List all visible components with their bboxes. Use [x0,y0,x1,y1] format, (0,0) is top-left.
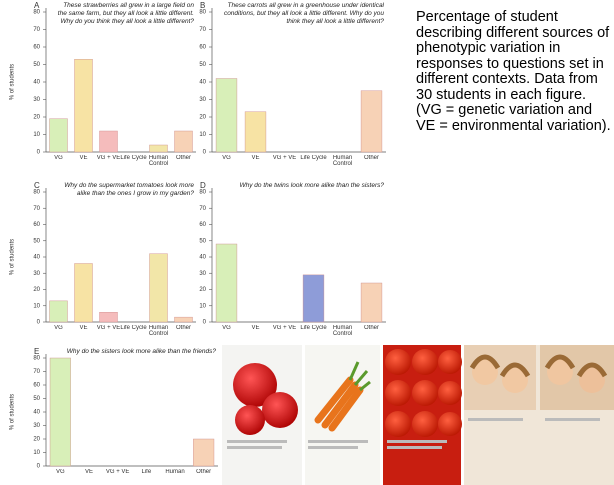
y-tick-label: 40 [33,410,40,416]
annotation: Why do the twins look more alike than th… [222,182,384,190]
x-tick-label: Other [169,155,198,161]
x-tick-label-box: Other [169,325,198,345]
figure: A% of students01020304050607080VGVEVG + … [0,0,614,485]
bar [50,119,68,152]
y-tick-label: 0 [37,150,41,156]
y-tick-label: 80 [33,356,40,362]
y-tick-label: 30 [33,97,40,103]
y-tick-label: 60 [33,45,40,51]
bar [361,283,382,322]
bar [193,439,214,466]
y-tick-label: 10 [33,132,40,138]
y-tick-label: 10 [199,132,206,138]
x-tick-label: Other [187,469,220,475]
x-tick-label: Other [355,325,388,331]
y-tick-label: 20 [199,115,206,121]
annotation-box: These strawberries all grew in a large f… [56,2,194,52]
bar [245,112,266,152]
y-tick-label: 80 [199,190,206,196]
y-tick-label: 80 [199,10,206,16]
annotation: Why do the sisters look more alike than … [56,348,216,356]
y-tick-label: 30 [199,271,206,277]
y-axis-label: % of students [10,394,16,430]
bar [175,131,193,152]
y-tick-label: 40 [33,80,40,86]
y-tick-label: 40 [199,255,206,261]
annotation: Why do the supermarket tomatoes look mor… [56,182,194,198]
y-tick-label: 40 [33,255,40,261]
bar [100,312,118,322]
x-tick-label-box: Other [187,469,220,485]
y-tick-label: 10 [33,450,40,456]
y-tick-label: 50 [33,62,40,68]
y-tick-label: 30 [33,271,40,277]
annotation-box: Why do the twins look more alike than th… [222,182,384,232]
y-tick-label: 0 [37,320,41,326]
y-tick-label: 70 [199,206,206,212]
annotation-box: These carrots all grew in a greenhouse u… [222,2,384,52]
x-tick-label-box: Other [169,155,198,175]
y-tick-label: 70 [33,369,40,375]
bar [175,317,193,322]
y-tick-label: 80 [33,190,40,196]
y-tick-label: 0 [203,150,207,156]
bar [303,275,324,322]
annotation: These strawberries all grew in a large f… [56,2,194,25]
y-tick-label: 0 [37,464,41,470]
y-tick-label: 50 [33,396,40,402]
bar [216,79,237,153]
y-tick-label: 50 [199,62,206,68]
caption: Percentage of student describing differe… [416,10,612,134]
y-tick-label: 50 [33,238,40,244]
y-tick-label: 70 [199,27,206,33]
y-tick-label: 20 [33,115,40,121]
y-tick-label: 60 [33,383,40,389]
y-axis-label: % of students [10,64,16,100]
y-tick-label: 10 [199,303,206,309]
y-tick-label: 80 [33,10,40,16]
x-tick-label: Other [355,155,388,161]
photos [222,345,614,485]
y-tick-label: 40 [199,80,206,86]
y-tick-label: 70 [33,27,40,33]
y-tick-label: 60 [33,222,40,228]
bar [150,254,168,322]
y-tick-label: 10 [33,303,40,309]
annotation: These carrots all grew in a greenhouse u… [222,2,384,25]
x-tick-label: Other [169,325,198,331]
x-tick-label-box: Other [355,325,388,345]
y-tick-label: 20 [33,437,40,443]
y-tick-label: 30 [199,97,206,103]
annotation-box: Why do the supermarket tomatoes look mor… [56,182,194,232]
x-tick-label-box: Other [355,155,388,175]
y-tick-label: 50 [199,238,206,244]
y-tick-label: 20 [33,287,40,293]
bar [50,301,68,322]
y-tick-label: 0 [203,320,207,326]
y-tick-label: 70 [33,206,40,212]
y-tick-label: 30 [33,423,40,429]
bar [75,264,93,323]
annotation-box: Why do the sisters look more alike than … [56,348,216,398]
y-axis-label: % of students [10,239,16,275]
bar [361,91,382,152]
y-tick-label: 60 [199,222,206,228]
bar [100,131,118,152]
y-tick-label: 60 [199,45,206,51]
bar [150,145,168,152]
bar [75,59,93,152]
bar [216,244,237,322]
y-tick-label: 20 [199,287,206,293]
